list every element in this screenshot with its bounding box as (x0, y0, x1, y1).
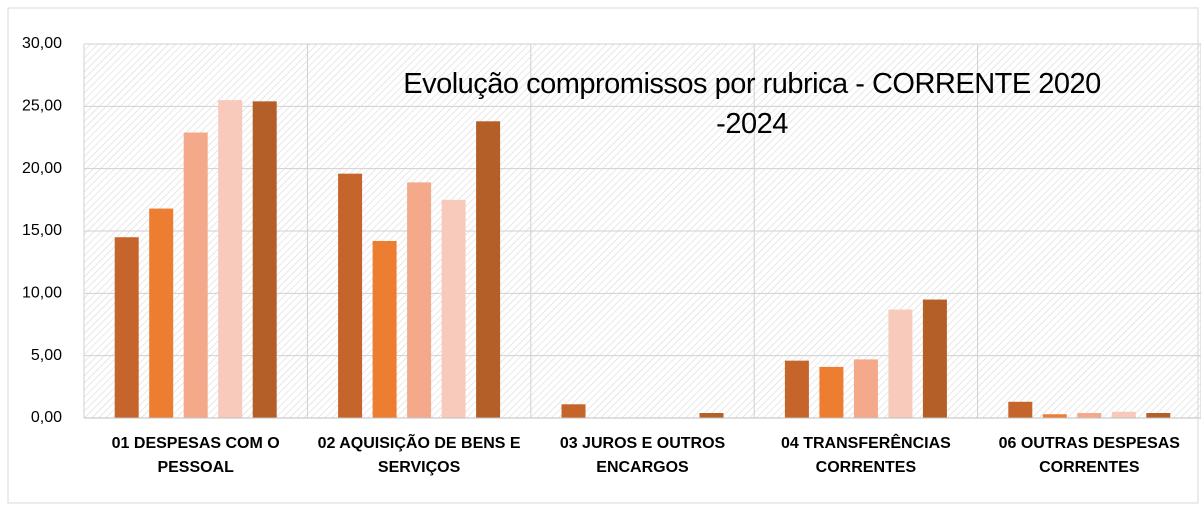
bar (149, 208, 174, 418)
y-tick-label: 30,00 (22, 35, 62, 52)
bar (853, 359, 878, 418)
bar (1146, 413, 1171, 418)
bar (1042, 414, 1067, 418)
x-tick-label: 04 TRANSFERÊNCIAS CORRENTES (780, 435, 951, 476)
bar (252, 101, 277, 418)
bar (1111, 411, 1136, 418)
x-tick-label: 03 JUROS E OUTROS ENCARGOS (559, 435, 726, 476)
y-tick-label: 15,00 (22, 222, 62, 239)
x-tick-label: 02 AQUISIÇÃO DE BENS E SERVIÇOS (317, 435, 521, 476)
y-tick-label: 10,00 (22, 285, 62, 302)
x-tick-label: 01 DESPESAS COM O PESSOAL (111, 435, 280, 476)
bar (1077, 413, 1102, 418)
bar (784, 360, 809, 418)
bar (114, 237, 139, 418)
y-tick-label: 0,00 (31, 409, 62, 426)
bar (338, 173, 363, 418)
bar (888, 309, 913, 418)
y-tick-label: 20,00 (22, 160, 62, 177)
bar (922, 299, 947, 418)
bar (819, 366, 844, 418)
bar (699, 413, 724, 418)
y-tick-label: 25,00 (22, 98, 62, 115)
bar (561, 404, 586, 418)
y-tick-label: 5,00 (31, 347, 62, 364)
bar (218, 100, 243, 418)
bar (476, 121, 501, 418)
bar (372, 240, 397, 418)
bar (183, 132, 208, 418)
chart-title: Evolução compromissos por rubrica - CORR… (403, 68, 1101, 140)
x-tick-label: 06 OUTRAS DESPESAS CORRENTES (998, 435, 1180, 476)
bar (407, 182, 432, 418)
bar (1008, 401, 1033, 418)
bar (441, 199, 466, 418)
